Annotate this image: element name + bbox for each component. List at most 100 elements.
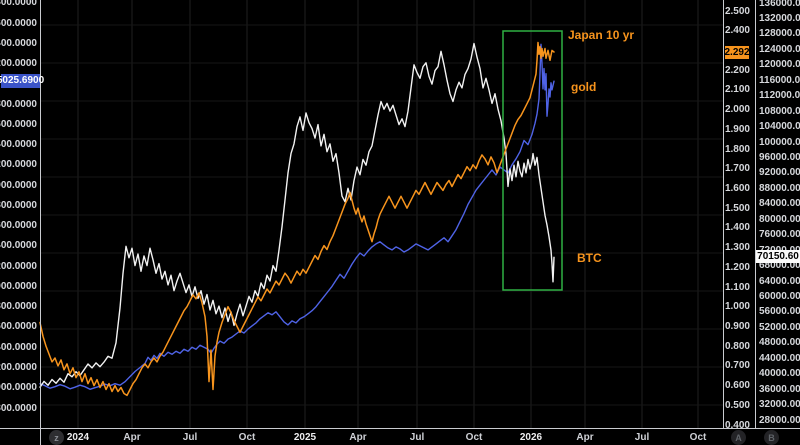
btc-annotation: BTC: [577, 251, 602, 265]
time-axis-label: 2026: [519, 432, 543, 443]
time-axis-label: 2024: [66, 432, 90, 443]
yield-axis-tick: 1.700: [724, 163, 750, 175]
yield-axis-tick: 0.800: [724, 340, 750, 352]
yield-axis-tick: 2.400: [724, 25, 750, 37]
gold-axis-tick: 3200.0000: [0, 260, 37, 272]
gold-axis-tick: 3400.0000: [0, 240, 37, 252]
time-axis-label: Jul: [409, 432, 425, 443]
gold-axis-tick: 4200.0000: [0, 159, 37, 171]
btc-axis-tick: 104000.00: [759, 121, 800, 133]
yield-axis-tick: 2.000: [724, 104, 750, 116]
time-axis-label: Oct: [465, 432, 483, 443]
gold-axis-tick: 5600.0000: [0, 17, 37, 29]
btc-axis-tick: 100000.00: [759, 136, 800, 148]
yield-axis-tick: 1.200: [724, 261, 750, 273]
btc-price-axis[interactable]: 136000.00 132000.00 128000.00 124000.00 1200…: [755, 0, 800, 428]
gold-axis-tick: 3000.0000: [0, 280, 37, 292]
time-axis-label: Apr: [349, 432, 367, 443]
gold-axis-tick: 2600.0000: [0, 321, 37, 333]
gold-axis-tick: 4000.0000: [0, 179, 37, 191]
gold-axis-tick: 4800.0000: [0, 98, 37, 110]
japan-yield-axis[interactable]: 2.500 2.400 2.200 2.100 2.000 1.900 1.800 1.700…: [723, 0, 757, 428]
yield-axis-tick: 0.700: [724, 360, 750, 372]
time-axis-label: Apr: [576, 432, 594, 443]
time-axis-label: Jul: [182, 432, 198, 443]
btc-axis-tick: 56000.00: [759, 306, 800, 318]
btc-axis-tick: 96000.00: [759, 151, 800, 163]
gold-axis-tick: 2200.0000: [0, 361, 37, 373]
yield-axis-tick: 0.600: [724, 380, 750, 392]
gold-axis-tick: 1800.0000: [0, 402, 37, 414]
btc-axis-tick: 124000.00: [759, 43, 800, 55]
time-axis-label: 2025: [293, 432, 317, 443]
btc-axis-tick: 60000.00: [759, 290, 800, 302]
yield-axis-tick: 1.500: [724, 202, 750, 214]
btc-axis-tick: 40000.00: [759, 368, 800, 380]
time-axis-label: Jul: [634, 432, 650, 443]
yield-axis-tick: 1.000: [724, 301, 750, 313]
btc-axis-tick: 128000.00: [759, 28, 800, 40]
btc-axis-tick: 116000.00: [759, 74, 800, 86]
gold-axis-tick: 4600.0000: [0, 118, 37, 130]
btc-current-price-label: 70150.60: [756, 250, 800, 263]
btc-axis-tick: 92000.00: [759, 167, 800, 179]
yield-axis-tick: 1.800: [724, 143, 750, 155]
yield-axis-tick: 1.400: [724, 222, 750, 234]
btc-axis-tick: 44000.00: [759, 352, 800, 364]
btc-axis-tick: 64000.00: [759, 275, 800, 287]
btc-axis-tick: 136000.00: [759, 0, 800, 9]
yield-axis-tick: 1.900: [724, 123, 750, 135]
gold-axis-tick: 5400.0000: [0, 37, 37, 49]
btc-axis-tick: 76000.00: [759, 229, 800, 241]
btc-axis-tick: 88000.00: [759, 182, 800, 194]
gold-axis-tick: 2000.0000: [0, 382, 37, 394]
yield-axis-tick: 0.400: [724, 419, 750, 429]
axis-a-settings-button[interactable]: A: [731, 430, 746, 445]
axis-b-settings-button[interactable]: B: [764, 430, 779, 445]
gold-axis-tick: 2800.0000: [0, 301, 37, 313]
btc-axis-tick: 52000.00: [759, 321, 800, 333]
btc-axis-tick: 112000.00: [759, 90, 800, 102]
left-axis-divider: [40, 0, 41, 445]
btc-axis-tick: 36000.00: [759, 383, 800, 395]
btc-axis-tick: 120000.00: [759, 59, 800, 71]
btc-axis-tick: 84000.00: [759, 198, 800, 210]
gold-annotation: gold: [571, 80, 597, 94]
yield-axis-tick: 1.600: [724, 182, 750, 194]
japan-yield-current-label: 2.292: [724, 46, 750, 59]
gold-axis-tick: 2400.0000: [0, 341, 37, 353]
yield-axis-tick: 1.100: [724, 281, 750, 293]
gold-series-line: [39, 43, 555, 390]
btc-axis-tick: 132000.00: [759, 12, 800, 24]
gold-axis-tick: 5200.0000: [0, 58, 37, 70]
btc-axis-tick: 32000.00: [759, 399, 800, 411]
japan10y-series-line: [39, 41, 555, 397]
timezone-button[interactable]: z: [49, 430, 64, 445]
time-axis-label: Oct: [689, 432, 707, 443]
yield-axis-tick: 1.300: [724, 242, 750, 254]
btc-axis-tick: 108000.00: [759, 105, 800, 117]
gold-axis-tick: 3800.0000: [0, 199, 37, 211]
btc-axis-tick: 48000.00: [759, 337, 800, 349]
btc-axis-tick: 68000.00: [759, 260, 800, 272]
time-axis-label: Apr: [123, 432, 141, 443]
yield-axis-tick: 2.200: [724, 64, 750, 76]
gold-axis-tick: 4400.0000: [0, 139, 37, 151]
time-axis-label: Oct: [238, 432, 256, 443]
gold-axis-tick: 3600.0000: [0, 220, 37, 232]
gold-axis-tick: 5800.0000: [0, 0, 37, 9]
btc-series-line: [39, 42, 555, 388]
gold-price-axis[interactable]: 5800.0000 5600.0000 5400.0000 5200.0000 4800…: [0, 0, 40, 428]
yield-axis-tick: 0.500: [724, 399, 750, 411]
time-axis[interactable]: 2024 Apr Jul Oct 2025 Apr Jul Oct 2026 Apr Jul Oct: [0, 428, 800, 445]
yield-axis-tick: 0.900: [724, 320, 750, 332]
gold-current-price-label: 5025.6900: [0, 74, 45, 88]
yield-axis-tick: 2.500: [724, 5, 750, 17]
btc-axis-tick: 80000.00: [759, 213, 800, 225]
btc-axis-tick: 28000.00: [759, 414, 800, 426]
highlight-rectangle[interactable]: [502, 30, 563, 291]
yield-axis-tick: 2.100: [724, 84, 750, 96]
japan-10yr-annotation: Japan 10 yr: [568, 28, 635, 42]
